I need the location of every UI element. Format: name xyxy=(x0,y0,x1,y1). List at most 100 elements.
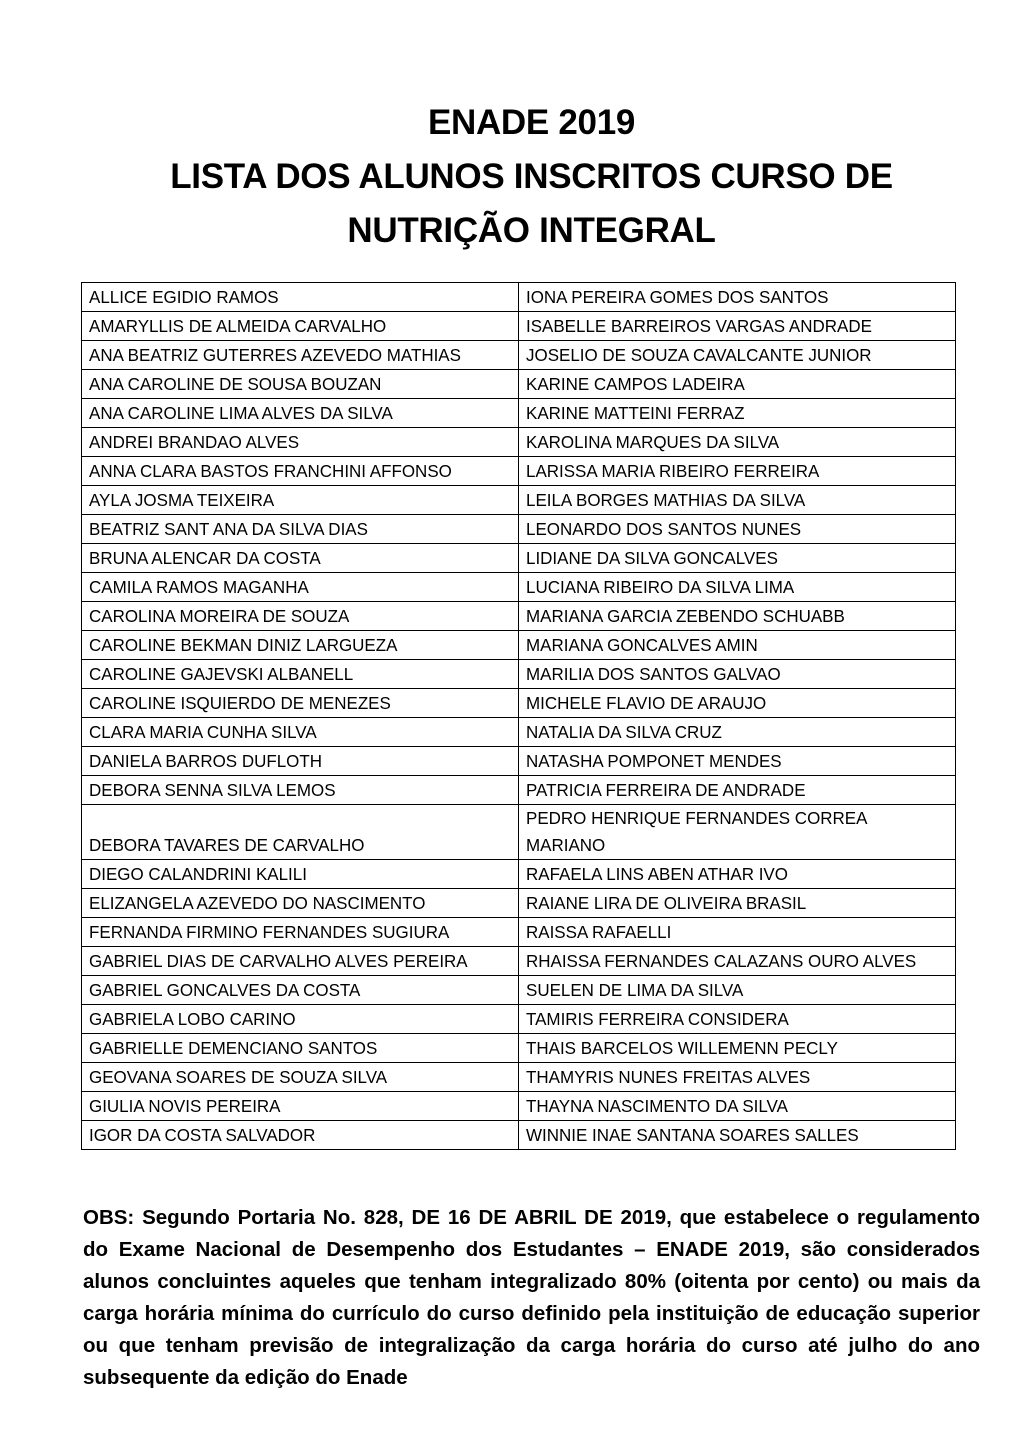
student-name-left: AYLA JOSMA TEIXEIRA xyxy=(81,485,519,515)
student-name: MARILIA DOS SANTOS GALVAO xyxy=(526,664,781,684)
student-name: THAMYRIS NUNES FREITAS ALVES xyxy=(526,1067,811,1087)
student-name: DEBORA SENNA SILVA LEMOS xyxy=(89,780,336,800)
student-name-right: LEILA BORGES MATHIAS DA SILVA xyxy=(518,485,956,515)
student-name: GIULIA NOVIS PEREIRA xyxy=(89,1096,281,1116)
student-name: LARISSA MARIA RIBEIRO FERREIRA xyxy=(526,461,820,481)
student-name-right: KAROLINA MARQUES DA SILVA xyxy=(518,427,956,457)
student-name: GEOVANA SOARES DE SOUZA SILVA xyxy=(89,1067,388,1087)
table-row: IGOR DA COSTA SALVADOR WINNIE INAE SANTAN… xyxy=(81,1120,956,1150)
student-name: NATALIA DA SILVA CRUZ xyxy=(526,722,722,742)
student-name: PEDRO HENRIQUE FERNANDES CORREA MARIANO xyxy=(526,808,867,855)
student-name-right: RHAISSA FERNANDES CALAZANS OURO ALVES xyxy=(518,946,956,976)
student-name: THAYNA NASCIMENTO DA SILVA xyxy=(526,1096,788,1116)
student-name: GABRIEL DIAS DE CARVALHO ALVES PEREIRA xyxy=(89,951,468,971)
student-name: CAROLINE GAJEVSKI ALBANELL xyxy=(89,664,354,684)
table-row: DEBORA TAVARES DE CARVALHO PEDRO HENRIQUE… xyxy=(81,804,956,860)
student-name-left: GIULIA NOVIS PEREIRA xyxy=(81,1091,519,1121)
student-name-right: JOSELIO DE SOUZA CAVALCANTE JUNIOR xyxy=(518,340,956,370)
student-name-left: DEBORA TAVARES DE CARVALHO xyxy=(81,804,519,860)
student-name: LIDIANE DA SILVA GONCALVES xyxy=(526,548,778,568)
student-name-right: KARINE MATTEINI FERRAZ xyxy=(518,398,956,428)
table-row: FERNANDA FIRMINO FERNANDES SUGIURA RAISSA… xyxy=(81,917,956,947)
student-name-right: WINNIE INAE SANTANA SOARES SALLES xyxy=(518,1120,956,1150)
student-name: ANDREI BRANDAO ALVES xyxy=(89,432,300,452)
table-row: ANNA CLARA BASTOS FRANCHINI AFFONSO LARIS… xyxy=(81,456,956,486)
student-name: LEILA BORGES MATHIAS DA SILVA xyxy=(526,490,806,510)
table-row: BEATRIZ SANT ANA DA SILVA DIAS LEONARDO D… xyxy=(81,514,956,544)
student-name: LUCIANA RIBEIRO DA SILVA LIMA xyxy=(526,577,795,597)
table-row: GABRIELLE DEMENCIANO SANTOS THAIS BARCELO… xyxy=(81,1033,956,1063)
student-name: ELIZANGELA AZEVEDO DO NASCIMENTO xyxy=(89,893,426,913)
student-name: MARIANA GONCALVES AMIN xyxy=(526,635,758,655)
student-name-left: AMARYLLIS DE ALMEIDA CARVALHO xyxy=(81,311,519,341)
student-name-right: TAMIRIS FERREIRA CONSIDERA xyxy=(518,1004,956,1034)
student-name: DIEGO CALANDRINI KALILI xyxy=(89,864,307,884)
student-name-left: ANNA CLARA BASTOS FRANCHINI AFFONSO xyxy=(81,456,519,486)
student-name-right: RAIANE LIRA DE OLIVEIRA BRASIL xyxy=(518,888,956,918)
table-row: DEBORA SENNA SILVA LEMOS PATRICIA FERREIR… xyxy=(81,775,956,805)
student-name: DANIELA BARROS DUFLOTH xyxy=(89,751,322,771)
student-name-right: MARILIA DOS SANTOS GALVAO xyxy=(518,659,956,689)
student-name: RAFAELA LINS ABEN ATHAR IVO xyxy=(526,864,788,884)
table-row: CLARA MARIA CUNHA SILVA NATALIA DA SILVA … xyxy=(81,717,956,747)
student-name: FERNANDA FIRMINO FERNANDES SUGIURA xyxy=(89,922,450,942)
title-line-3: NUTRIÇÃO INTEGRAL xyxy=(347,211,716,250)
title-line-1: ENADE 2019 xyxy=(427,103,636,142)
table-row: GIULIA NOVIS PEREIRA THAYNA NASCIMENTO DA… xyxy=(81,1091,956,1121)
student-name-left: DIEGO CALANDRINI KALILI xyxy=(81,859,519,889)
table-row: ANDREI BRANDAO ALVES KAROLINA MARQUES DA … xyxy=(81,427,956,457)
student-name: CAROLINE ISQUIERDO DE MENEZES xyxy=(89,693,391,713)
table-row: ANA CAROLINE LIMA ALVES DA SILVA KARINE M… xyxy=(81,398,956,428)
table-row: DANIELA BARROS DUFLOTH NATASHA POMPONET M… xyxy=(81,746,956,776)
table-row: ELIZANGELA AZEVEDO DO NASCIMENTO RAIANE L… xyxy=(81,888,956,918)
student-name: GABRIELLE DEMENCIANO SANTOS xyxy=(89,1038,378,1058)
table-row: AYLA JOSMA TEIXEIRA LEILA BORGES MATHIAS … xyxy=(81,485,956,515)
student-name: KAROLINA MARQUES DA SILVA xyxy=(526,432,780,452)
student-name: JOSELIO DE SOUZA CAVALCANTE JUNIOR xyxy=(526,345,872,365)
student-name-left: CAROLINA MOREIRA DE SOUZA xyxy=(81,601,519,631)
student-name: THAIS BARCELOS WILLEMENN PECLY xyxy=(526,1038,838,1058)
table-row: CAROLINE ISQUIERDO DE MENEZES MICHELE FLA… xyxy=(81,688,956,718)
student-name-right: THAIS BARCELOS WILLEMENN PECLY xyxy=(518,1033,956,1063)
student-name: ANA CAROLINE LIMA ALVES DA SILVA xyxy=(89,403,393,423)
student-name-left: ANA CAROLINE LIMA ALVES DA SILVA xyxy=(81,398,519,428)
student-name-right: MARIANA GARCIA ZEBENDO SCHUABB xyxy=(518,601,956,631)
student-name: ANNA CLARA BASTOS FRANCHINI AFFONSO xyxy=(89,461,452,481)
student-name-left: ALLICE EGIDIO RAMOS xyxy=(81,282,519,312)
student-name: PATRICIA FERREIRA DE ANDRADE xyxy=(526,780,806,800)
student-name-right: LARISSA MARIA RIBEIRO FERREIRA xyxy=(518,456,956,486)
table-row: AMARYLLIS DE ALMEIDA CARVALHO ISABELLE BA… xyxy=(81,311,956,341)
student-name: GABRIELA LOBO CARINO xyxy=(89,1009,296,1029)
table-row: ANA BEATRIZ GUTERRES AZEVEDO MATHIAS JOSE… xyxy=(81,340,956,370)
student-name-right: LUCIANA RIBEIRO DA SILVA LIMA xyxy=(518,572,956,602)
student-name-left: GABRIELA LOBO CARINO xyxy=(81,1004,519,1034)
table-row: CAMILA RAMOS MAGANHA LUCIANA RIBEIRO DA S… xyxy=(81,572,956,602)
student-name: AMARYLLIS DE ALMEIDA CARVALHO xyxy=(89,316,387,336)
obs-note: OBS: Segundo Portaria No. 828, DE 16 DE … xyxy=(83,1206,980,1389)
student-name: TAMIRIS FERREIRA CONSIDERA xyxy=(526,1009,789,1029)
student-name-left: CAROLINE BEKMAN DINIZ LARGUEZA xyxy=(81,630,519,660)
student-name-left: CAROLINE ISQUIERDO DE MENEZES xyxy=(81,688,519,718)
student-name: MARIANA GARCIA ZEBENDO SCHUABB xyxy=(526,606,845,626)
page-title: ENADE 2019 LISTA DOS ALUNOS INSCRITOS CU… xyxy=(0,96,1017,258)
student-name-left: BRUNA ALENCAR DA COSTA xyxy=(81,543,519,573)
student-name: GABRIEL GONCALVES DA COSTA xyxy=(89,980,361,1000)
student-name: IGOR DA COSTA SALVADOR xyxy=(89,1125,316,1145)
student-name-right: RAISSA RAFAELLI xyxy=(518,917,956,947)
student-name-right: LIDIANE DA SILVA GONCALVES xyxy=(518,543,956,573)
student-name-left: DANIELA BARROS DUFLOTH xyxy=(81,746,519,776)
student-name-left: GABRIEL DIAS DE CARVALHO ALVES PEREIRA xyxy=(81,946,519,976)
table-row: DIEGO CALANDRINI KALILI RAFAELA LINS ABEN… xyxy=(81,859,956,889)
student-name-left: ELIZANGELA AZEVEDO DO NASCIMENTO xyxy=(81,888,519,918)
table-row: GABRIELA LOBO CARINO TAMIRIS FERREIRA CON… xyxy=(81,1004,956,1034)
student-name-right: PATRICIA FERREIRA DE ANDRADE xyxy=(518,775,956,805)
table-row: CAROLINE GAJEVSKI ALBANELL MARILIA DOS SA… xyxy=(81,659,956,689)
student-name-right: RAFAELA LINS ABEN ATHAR IVO xyxy=(518,859,956,889)
student-name: CAROLINE BEKMAN DINIZ LARGUEZA xyxy=(89,635,398,655)
student-name-left: BEATRIZ SANT ANA DA SILVA DIAS xyxy=(81,514,519,544)
student-name-left: CAMILA RAMOS MAGANHA xyxy=(81,572,519,602)
table-row: CAROLINE BEKMAN DINIZ LARGUEZA MARIANA GO… xyxy=(81,630,956,660)
student-name-right: PEDRO HENRIQUE FERNANDES CORREA MARIANO xyxy=(518,804,956,860)
student-name: ISABELLE BARREIROS VARGAS ANDRADE xyxy=(526,316,872,336)
student-name-right: THAYNA NASCIMENTO DA SILVA xyxy=(518,1091,956,1121)
